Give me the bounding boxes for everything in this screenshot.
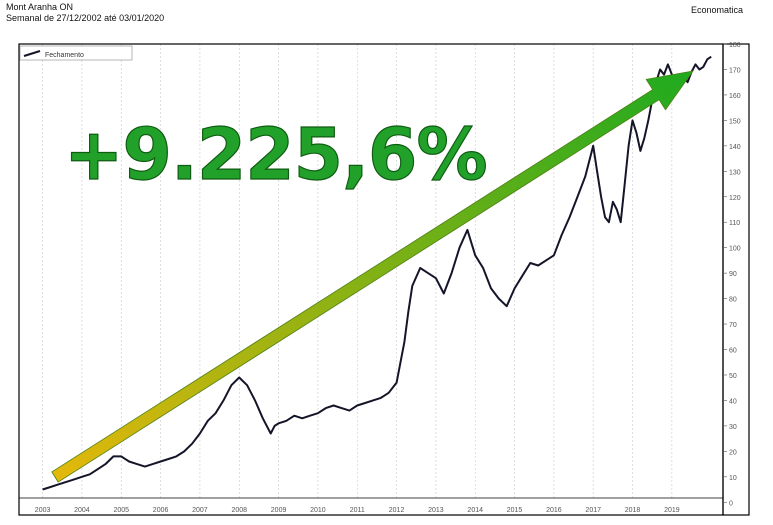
y-tick-label-0: 0: [729, 500, 733, 507]
y-tick-label-11: 110: [729, 220, 740, 227]
x-tick-label-15: 2018: [625, 507, 641, 514]
x-tick-label-2: 2005: [113, 507, 129, 514]
y-tick-label-4: 40: [729, 398, 737, 405]
y-tick-label-1: 10: [729, 475, 737, 482]
x-tick-label-4: 2007: [192, 507, 208, 514]
y-axis-ticks: 0 10 20 30 40 50 60 70 80 90 100 110 120 130 140 150 160…: [723, 42, 741, 507]
x-tick-label-9: 2012: [389, 507, 405, 514]
trend-arrow: [51, 70, 694, 483]
y-tick-label-2: 20: [729, 449, 737, 456]
x-tick-label-13: 2016: [546, 507, 562, 514]
x-axis-ticks: 2003 2004 2005 2006 2007 2008 2009 2010 2011 2012…: [35, 507, 680, 514]
trend-arrow-shape: [51, 70, 694, 483]
x-tick-label-5: 2008: [231, 507, 247, 514]
x-tick-label-16: 2019: [664, 507, 680, 514]
series-line-0: [42, 55, 712, 491]
y-tick-label-18: 180: [729, 42, 741, 49]
chart-title: Mont Aranha ON: [6, 2, 74, 12]
y-tick-label-10: 100: [729, 246, 741, 253]
series-layer: [42, 55, 712, 491]
legend-swatch: [23, 50, 41, 57]
legend-box: [19, 45, 133, 61]
y-tick-label-7: 70: [729, 322, 737, 329]
x-tick-label-8: 2011: [350, 507, 365, 514]
x-tick-label-7: 2010: [310, 507, 326, 514]
chart-frame: [18, 43, 750, 516]
y-tick-label-12: 120: [729, 195, 741, 202]
chart-subtitle: Semanal de 27/12/2002 até 03/01/2020: [6, 13, 165, 23]
legend: Fechamento: [19, 45, 133, 61]
brand-label: Economatica: [690, 5, 743, 15]
x-tick-label-1: 2004: [74, 507, 90, 514]
x-tick-label-11: 2014: [467, 507, 483, 514]
y-tick-label-17: 170: [729, 67, 741, 74]
y-tick-label-13: 130: [729, 169, 741, 176]
y-tick-label-15: 150: [729, 118, 741, 125]
legend-label: Fechamento: [45, 52, 84, 59]
x-tick-label-0: 2003: [35, 507, 51, 514]
y-tick-label-9: 90: [729, 271, 737, 278]
y-axis-panel: [722, 43, 750, 516]
y-tick-label-6: 60: [729, 348, 737, 355]
x-tick-label-10: 2013: [428, 507, 444, 514]
y-tick-label-5: 50: [729, 373, 737, 380]
x-tick-label-3: 2006: [153, 507, 169, 514]
x-tick-label-6: 2009: [271, 507, 287, 514]
y-tick-label-16: 160: [729, 93, 741, 100]
return-annotation: +9.225,6%: [64, 113, 487, 196]
y-tick-label-3: 30: [729, 424, 737, 431]
y-tick-label-14: 140: [729, 144, 741, 151]
y-tick-label-8: 80: [729, 297, 737, 304]
x-tick-label-14: 2017: [585, 507, 601, 514]
x-tick-label-12: 2015: [507, 507, 523, 514]
